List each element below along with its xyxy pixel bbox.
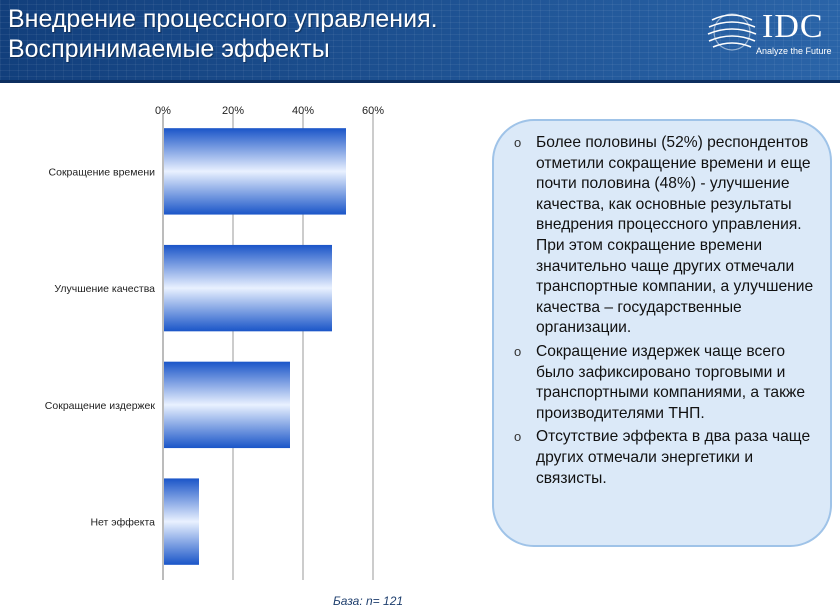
category-label: Улучшение качества [54,283,155,295]
x-tick-label: 40% [292,105,314,117]
finding-item: o Сокращение издержек чаще всего было заф… [510,342,822,424]
idc-logo: IDC Analyze the Future [706,8,834,60]
slide-header: Внедрение процессного управления. Воспри… [0,0,840,83]
category-label: Нет эффекта [90,517,155,529]
bar [164,128,346,215]
finding-text: Более половины (52%) респондентов отмети… [536,134,814,337]
x-tick-label: 60% [362,105,384,117]
category-label: Сокращение издержек [45,400,156,412]
bullet-circle-icon: o [514,429,522,445]
x-tick-label: 20% [222,105,244,117]
x-tick-label: 0% [155,105,171,117]
slide-title-line-2: Воспринимаемые эффекты [8,35,330,63]
findings-list: o Более половины (52%) респондентов отмет… [510,133,822,492]
bullet-circle-icon: o [514,135,522,150]
findings-callout: o Более половины (52%) респондентов отмет… [492,119,832,547]
bullet-circle-icon: o [514,343,522,359]
idc-logo-text: IDC [762,8,824,45]
idc-tagline: Analyze the Future [756,46,832,56]
finding-item: o Отсутствие эффекта в два раза чаще друг… [510,427,822,489]
category-label: Сокращение времени [49,166,156,178]
bar [164,478,199,565]
idc-globe-icon [707,13,757,51]
finding-text: Отсутствие эффекта в два раза чаще други… [536,428,811,487]
header-pattern [0,0,840,83]
finding-text: Сокращение издержек чаще всего было зафи… [536,342,806,422]
bar [164,361,290,449]
header-divider [0,80,840,83]
bar-chart: 0% 20% 40% 60% Сокращение времени Улучшение … [45,105,384,580]
bar [164,244,332,332]
slide-title-line-1: Внедрение процессного управления. [8,5,438,33]
finding-item: o Более половины (52%) респондентов отмет… [510,133,822,339]
sample-size-note: База: n= 121 [333,594,404,608]
